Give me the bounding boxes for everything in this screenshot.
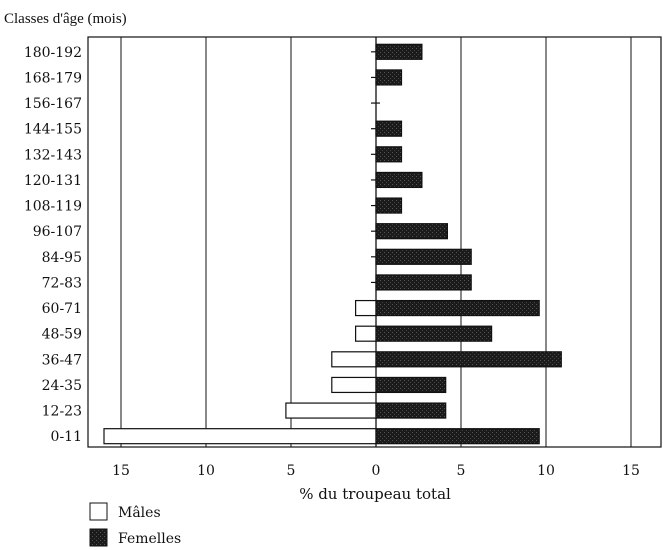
y-tick-label: 120-131 bbox=[24, 173, 82, 189]
bar-females-168-179 bbox=[375, 69, 403, 86]
bar-females-180-192 bbox=[375, 43, 423, 60]
legend-swatch-males bbox=[89, 502, 108, 521]
bars-group bbox=[103, 43, 562, 445]
bar-females-96-107 bbox=[375, 223, 449, 240]
y-tick-label: 48-59 bbox=[42, 327, 82, 343]
y-tick-label: 132-143 bbox=[24, 147, 82, 163]
y-tick-label: 36-47 bbox=[42, 352, 82, 368]
bar-males-48-59 bbox=[355, 325, 377, 342]
x-tick-label: 15 bbox=[112, 463, 130, 479]
y-tick-label: 84-95 bbox=[42, 250, 82, 266]
bar-males-36-47 bbox=[331, 351, 377, 368]
y-tick-label: 180-192 bbox=[24, 45, 82, 61]
x-tick-label: 10 bbox=[537, 463, 555, 479]
y-tick-label: 0-11 bbox=[51, 429, 82, 445]
bar-females-12-23 bbox=[375, 402, 447, 419]
bar-females-60-71 bbox=[375, 299, 540, 317]
bar-males-24-35 bbox=[331, 376, 377, 394]
y-tick-label: 156-167 bbox=[24, 96, 82, 112]
y-tick-label: 108-119 bbox=[24, 199, 82, 215]
plot-frame bbox=[87, 36, 662, 448]
x-tick-label: 5 bbox=[457, 463, 466, 479]
bar-males-0-11 bbox=[103, 428, 377, 445]
bar-females-24-35 bbox=[375, 376, 447, 394]
y-axis-title: Classes d'âge (mois) bbox=[4, 11, 127, 27]
x-tick-label: 0 bbox=[372, 463, 381, 479]
y-tick-label: 96-107 bbox=[33, 224, 82, 240]
y-tick-label: 24-35 bbox=[42, 378, 82, 394]
bar-females-0-11 bbox=[375, 428, 540, 445]
x-tick-label: 5 bbox=[287, 463, 296, 479]
y-tick-label: 12-23 bbox=[42, 404, 82, 420]
grid-lines bbox=[120, 37, 632, 447]
y-tick-label: 72-83 bbox=[42, 275, 82, 291]
bar-females-108-119 bbox=[375, 197, 403, 214]
y-tick-label: 168-179 bbox=[24, 70, 82, 86]
bar-females-132-143 bbox=[375, 146, 403, 163]
bar-females-120-131 bbox=[375, 171, 423, 189]
legend-label-males: Mâles bbox=[118, 505, 161, 521]
bar-females-48-59 bbox=[375, 325, 493, 342]
legend: Mâles Femelles bbox=[89, 502, 181, 547]
x-tick-labels: 15 10 5 0 5 10 15 bbox=[112, 463, 640, 479]
bar-females-84-95 bbox=[375, 248, 472, 265]
bar-females-144-155 bbox=[375, 120, 403, 137]
bar-males-12-23 bbox=[285, 402, 377, 419]
bar-females-36-47 bbox=[375, 351, 562, 368]
legend-swatch-females bbox=[89, 528, 108, 547]
bar-females-72-83 bbox=[375, 274, 472, 291]
y-tick-label: 60-71 bbox=[42, 301, 82, 317]
y-tick-labels: 180-192 168-179 156-167 144-155 132-143 120-1… bbox=[24, 45, 82, 445]
x-tick-label: 15 bbox=[622, 463, 640, 479]
x-tick-label: 10 bbox=[197, 463, 215, 479]
legend-label-females: Femelles bbox=[118, 531, 181, 547]
y-tick-label: 144-155 bbox=[24, 122, 82, 138]
x-axis-title: % du troupeau total bbox=[299, 485, 451, 503]
bar-males-60-71 bbox=[355, 299, 377, 317]
